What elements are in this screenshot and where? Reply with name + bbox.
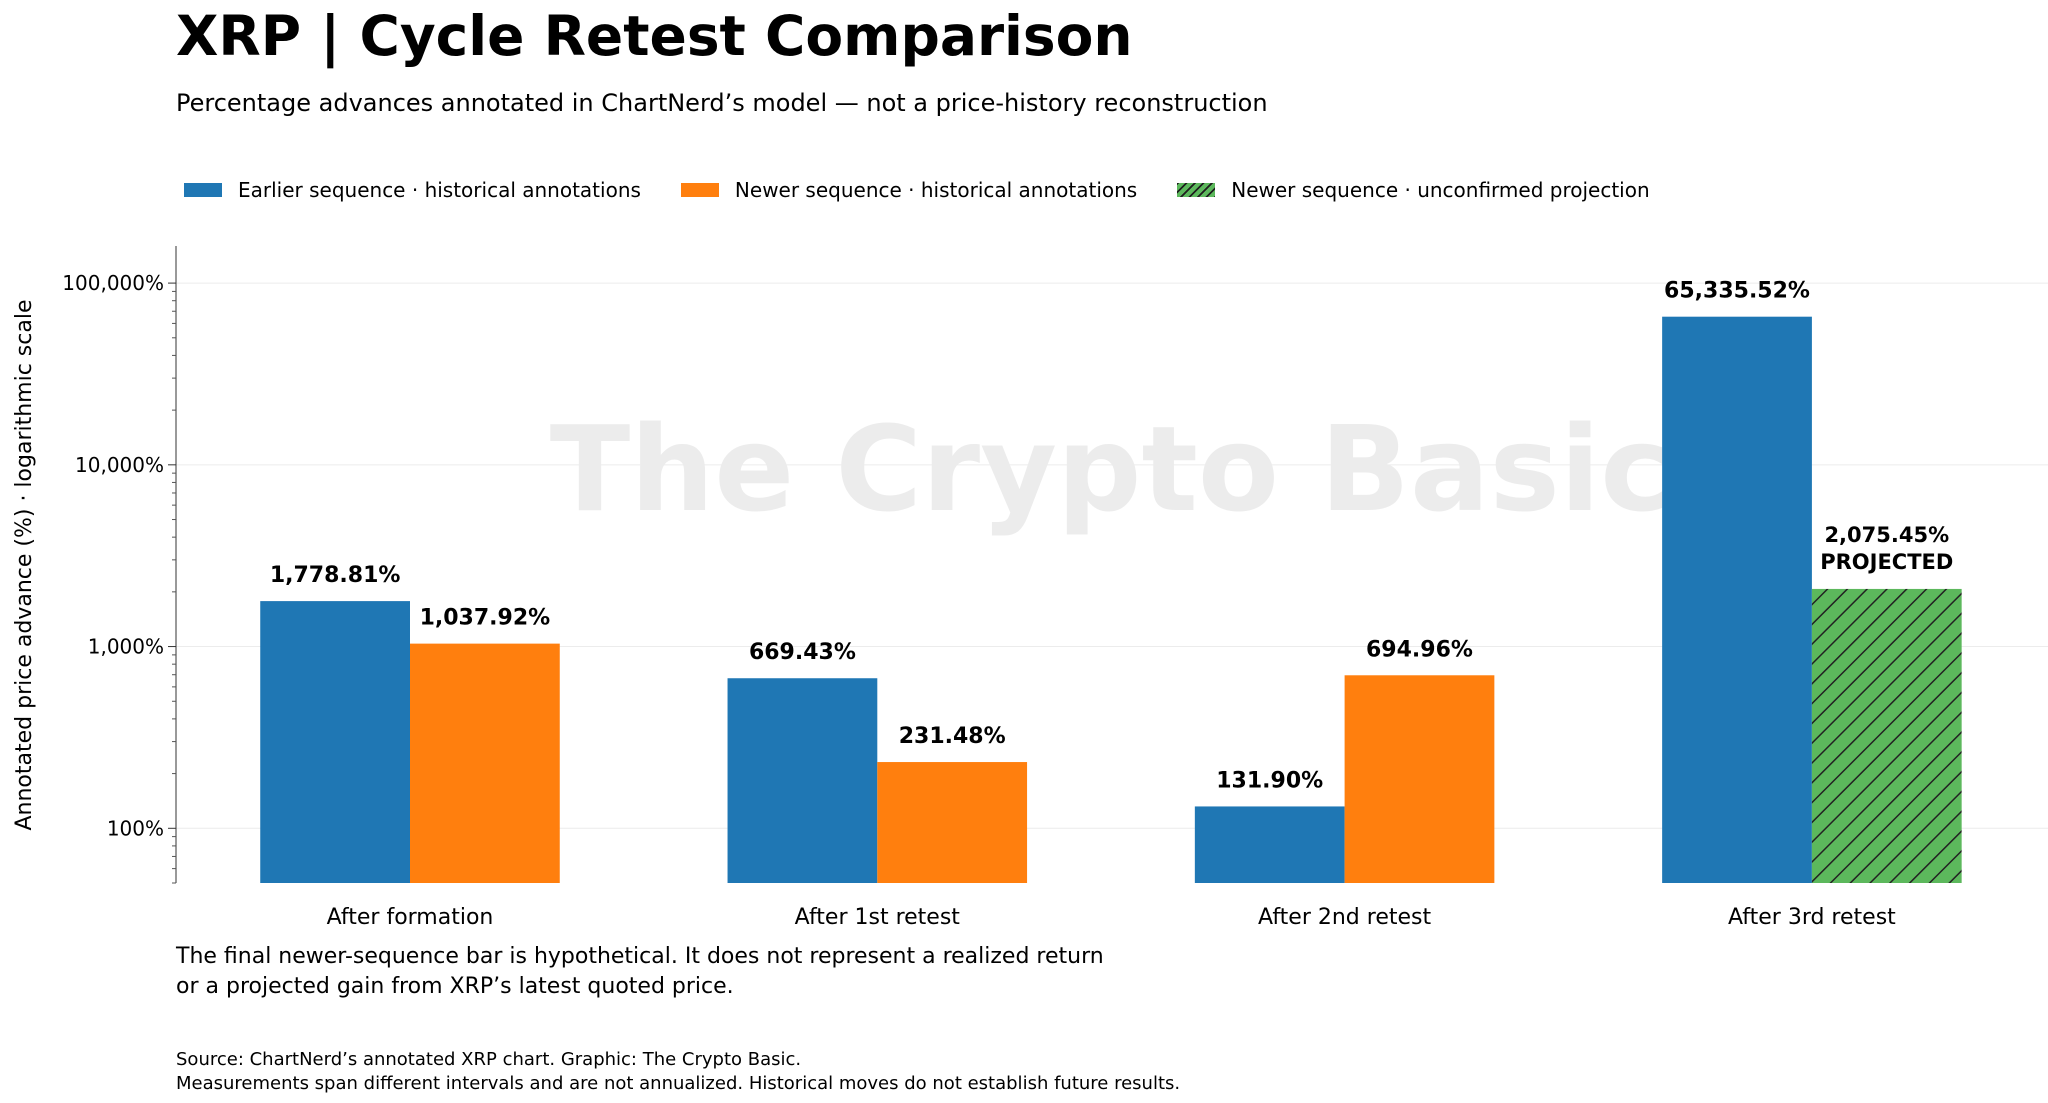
watermark-text: The Crypto Basic [550, 400, 1671, 538]
x-tick-label-2: After 2nd retest [1258, 905, 1431, 930]
source-line-2: Measurements span different intervals an… [176, 1073, 1181, 1094]
x-tick-label-3: After 3rd retest [1728, 905, 1896, 930]
data-labels: 1,778.81% 1,037.92% 669.43% 231.48% 131.90% 6… [270, 279, 1954, 794]
legend-label-newer: Newer sequence · historical annotations [734, 178, 1138, 202]
bar-2-series-1 [1344, 675, 1495, 883]
legend-swatch-blue [184, 183, 222, 197]
bar-3-series-2 [1811, 588, 1962, 883]
page-title: XRP | Cycle Retest Comparison [176, 4, 1133, 68]
y-tick-label-2: 10,000% [75, 453, 164, 477]
bar-0-series-1 [410, 643, 560, 883]
data-label-0-series-1: 1,037.92% [420, 606, 551, 631]
data-label-1-series-1: 231.48% [899, 724, 1006, 749]
data-label-2-series-1: 694.96% [1366, 637, 1473, 662]
bars [260, 316, 1962, 884]
legend-label-earlier: Earlier sequence · historical annotation… [238, 178, 641, 202]
projected-annotation: PROJECTED [1820, 550, 1953, 574]
bar-2-series-0 [1194, 806, 1345, 883]
bar-0-series-0 [260, 601, 410, 883]
y-axis-ticks: 100% 1,000% 10,000% 100,000% [62, 271, 176, 884]
source-note: Source: ChartNerd’s annotated XRP chart.… [176, 1048, 1180, 1096]
bar-1-series-1 [877, 762, 1028, 883]
data-label-3-series-0: 65,335.52% [1664, 279, 1810, 304]
page-subtitle: Percentage advances annotated in ChartNe… [176, 89, 1268, 117]
legend-swatch-green-hatched [1177, 183, 1216, 197]
footnote-line-1: The final newer-sequence bar is hypothet… [176, 944, 1104, 969]
x-axis-tick-labels: After formation After 1st retest After 2nd… [327, 905, 1897, 930]
legend-item-newer: Newer sequence · historical annotations [680, 178, 1138, 202]
legend-item-earlier: Earlier sequence · historical annotation… [184, 178, 641, 202]
legend-label-projection: Newer sequence · unconfirmed projection [1231, 178, 1650, 202]
footnote: The final newer-sequence bar is hypothet… [176, 942, 1104, 1002]
data-label-2-series-0: 131.90% [1216, 768, 1323, 793]
data-label-1-series-0: 669.43% [749, 640, 856, 665]
x-tick-label-0: After formation [327, 905, 494, 930]
bar-1-series-0 [727, 678, 878, 883]
source-line-1: Source: ChartNerd’s annotated XRP chart.… [176, 1049, 802, 1070]
legend-swatch-orange [680, 183, 719, 197]
data-label-0-series-0: 1,778.81% [270, 563, 401, 588]
y-tick-label-3: 100,000% [62, 271, 164, 295]
footnote-line-2: or a projected gain from XRP’s latest qu… [176, 974, 734, 999]
y-axis-label: Annotated price advance (%) · logarithmi… [12, 300, 37, 831]
legend-item-projection: Newer sequence · unconfirmed projection [1177, 178, 1650, 202]
y-tick-label-0: 100% [107, 816, 164, 840]
bar-3-series-0 [1662, 316, 1812, 884]
x-tick-label-1: After 1st retest [795, 905, 961, 930]
chart-legend: Earlier sequence · historical annotation… [184, 175, 1690, 205]
y-tick-label-1: 1,000% [88, 635, 164, 659]
data-label-3-series-2: 2,075.45% [1824, 523, 1949, 547]
